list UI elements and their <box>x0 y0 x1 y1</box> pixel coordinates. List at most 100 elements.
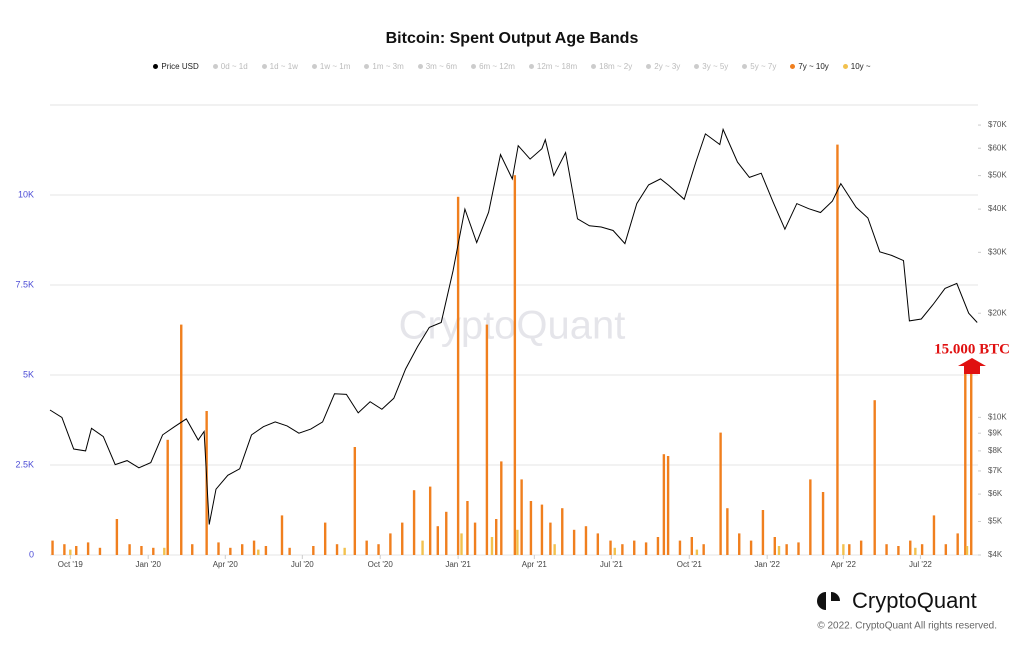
bar <box>777 546 781 555</box>
y2-tick-label: $10K <box>988 412 1007 421</box>
legend-swatch <box>212 64 218 69</box>
bar <box>323 522 327 555</box>
y2-tick-label: $30K <box>988 247 1007 256</box>
bar <box>702 544 705 555</box>
bar <box>678 540 682 555</box>
x-tick-label: Jan '21 <box>445 560 471 569</box>
bar <box>809 479 812 555</box>
legend-item[interactable]: 3y ~ 5y <box>694 62 728 71</box>
x-tick-label: Jan '22 <box>754 560 780 569</box>
bar <box>264 546 268 555</box>
legend-item[interactable]: 18m ~ 2y <box>591 62 632 71</box>
legend-item[interactable]: 1d ~ 1w <box>261 62 298 71</box>
bar <box>389 533 392 555</box>
bar <box>485 324 489 555</box>
x-tick-label: Oct '20 <box>368 560 394 569</box>
annotation: 15.000 BTC <box>934 341 1010 357</box>
bar <box>513 175 517 555</box>
bar <box>495 519 498 555</box>
y-tick-label: 2.5K <box>15 459 34 469</box>
bar <box>836 144 839 555</box>
bar <box>63 544 66 555</box>
bar <box>191 544 194 555</box>
legend-label: 7y ~ 10y <box>798 62 829 71</box>
legend-label: 12m ~ 18m <box>536 62 578 71</box>
y2-tick-label: $7K <box>988 466 1003 475</box>
legend-label: 3y ~ 5y <box>702 62 729 71</box>
y2-tick-label: $50K <box>988 171 1007 180</box>
legend-item[interactable]: 6m ~ 12m <box>471 62 515 71</box>
legend-swatch <box>153 64 159 69</box>
bar <box>115 519 119 555</box>
bar <box>520 479 523 555</box>
legend-label: Price USD <box>161 62 199 71</box>
bar <box>859 540 863 555</box>
bar <box>920 544 924 555</box>
legend-swatch <box>646 64 652 69</box>
bar <box>965 546 969 555</box>
bar <box>666 456 670 555</box>
y2-tick-label: $70K <box>988 120 1007 129</box>
legend-item[interactable]: 10y ~ <box>842 62 871 71</box>
legend-swatch <box>417 64 423 69</box>
bar <box>613 547 616 555</box>
bar <box>529 501 533 555</box>
y2-tick-label: $9K <box>988 428 1003 437</box>
legend-item[interactable]: 3m ~ 6m <box>417 62 458 71</box>
bar <box>662 454 666 555</box>
legend-item[interactable]: 2y ~ 3y <box>646 62 680 71</box>
x-tick-label: Jul '20 <box>291 560 314 569</box>
bar <box>633 540 636 555</box>
bar <box>761 510 765 555</box>
legend-label: 10y ~ <box>850 62 871 71</box>
x-tick-label: Apr '21 <box>522 560 548 569</box>
legend-item[interactable]: Price USD <box>153 62 199 71</box>
bar <box>428 486 432 555</box>
bar <box>436 526 439 555</box>
legend-item[interactable]: 0d ~ 1d <box>212 62 248 71</box>
bar <box>553 544 556 555</box>
brand-name: CryptoQuant <box>852 588 977 613</box>
bar <box>51 540 54 555</box>
legend-item[interactable]: 12m ~ 18m <box>528 62 578 71</box>
bar <box>516 529 519 555</box>
bar <box>609 540 612 555</box>
bar <box>596 533 600 555</box>
y-tick-label: 0 <box>29 549 34 559</box>
bar <box>821 492 825 555</box>
legend-swatch <box>742 64 748 69</box>
bar <box>726 508 729 555</box>
price-line <box>49 127 978 525</box>
x-tick-label: Oct '21 <box>677 560 703 569</box>
bar <box>377 544 380 555</box>
legend-item[interactable]: 5y ~ 7y <box>742 62 776 71</box>
legend-item[interactable]: 7y ~ 10y <box>790 62 829 71</box>
y2-tick-label: $60K <box>988 143 1007 152</box>
bar <box>401 522 404 555</box>
bar <box>549 522 552 555</box>
y2-tick-label: $40K <box>988 204 1007 213</box>
bar <box>312 546 315 555</box>
bar <box>75 546 78 555</box>
bar <box>252 540 256 555</box>
y2-tick-label: $5K <box>988 517 1003 526</box>
bar <box>956 533 959 555</box>
bar <box>500 461 503 555</box>
x-tick-label: Apr '22 <box>831 560 857 569</box>
bar <box>460 533 463 555</box>
bar <box>98 547 102 555</box>
legend-label: 0d ~ 1d <box>220 62 248 71</box>
bar <box>140 546 143 555</box>
legend-item[interactable]: 1m ~ 3m <box>364 62 404 71</box>
bar <box>572 529 576 555</box>
legend-label: 1d ~ 1w <box>269 62 298 71</box>
legend-label: 3m ~ 6m <box>425 62 458 71</box>
legend-label: 2y ~ 3y <box>654 62 681 71</box>
bar <box>584 526 588 555</box>
bar <box>365 540 368 555</box>
x-tick-label: Jul '21 <box>600 560 623 569</box>
bar <box>873 400 876 555</box>
legend-item[interactable]: 1w ~ 1m <box>311 62 350 71</box>
